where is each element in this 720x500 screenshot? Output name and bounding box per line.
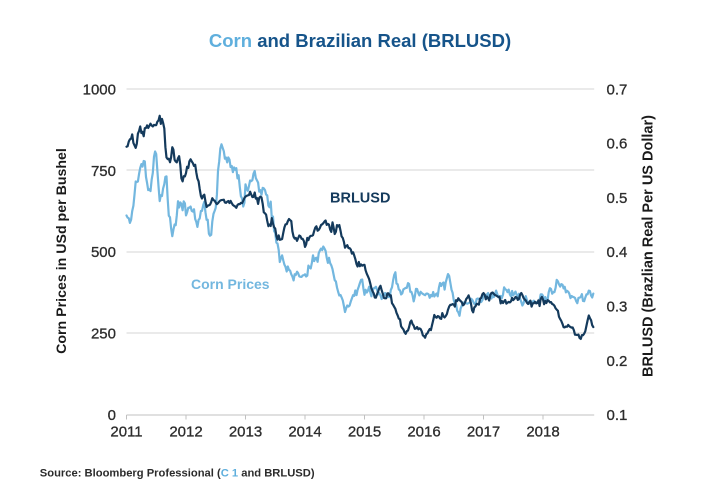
svg-text:0.5: 0.5 xyxy=(607,190,628,207)
svg-text:BRLUSD: BRLUSD xyxy=(330,191,390,207)
svg-text:BRLUSD (Brazlian Real Per US D: BRLUSD (Brazlian Real Per US Dollar) xyxy=(641,115,657,377)
svg-text:500: 500 xyxy=(91,244,116,261)
svg-text:0.2: 0.2 xyxy=(607,353,628,370)
svg-text:2014: 2014 xyxy=(288,423,321,440)
svg-text:1000: 1000 xyxy=(83,81,116,98)
svg-text:Corn Prices: Corn Prices xyxy=(191,276,270,292)
svg-text:2015: 2015 xyxy=(348,423,381,440)
svg-text:2017: 2017 xyxy=(467,423,500,440)
svg-text:750: 750 xyxy=(91,163,116,180)
svg-text:2013: 2013 xyxy=(229,423,262,440)
svg-text:2011: 2011 xyxy=(110,423,142,440)
svg-text:Corn and Brazilian Real (BRLUS: Corn and Brazilian Real (BRLUSD) xyxy=(209,30,511,51)
svg-text:2016: 2016 xyxy=(407,423,440,440)
svg-text:0.1: 0.1 xyxy=(607,407,628,424)
svg-text:2012: 2012 xyxy=(169,423,202,440)
svg-text:2018: 2018 xyxy=(526,423,559,440)
svg-text:0.7: 0.7 xyxy=(607,81,628,98)
svg-text:Corn Prices in USd per Bushel: Corn Prices in USd per Bushel xyxy=(54,148,70,354)
svg-text:250: 250 xyxy=(91,326,116,343)
svg-text:0: 0 xyxy=(108,407,116,424)
svg-text:0.6: 0.6 xyxy=(607,136,628,153)
svg-text:Source: Bloomberg Professional: Source: Bloomberg Professional (C 1 and … xyxy=(40,468,315,480)
svg-text:0.3: 0.3 xyxy=(607,299,628,316)
svg-text:0.4: 0.4 xyxy=(607,244,628,261)
